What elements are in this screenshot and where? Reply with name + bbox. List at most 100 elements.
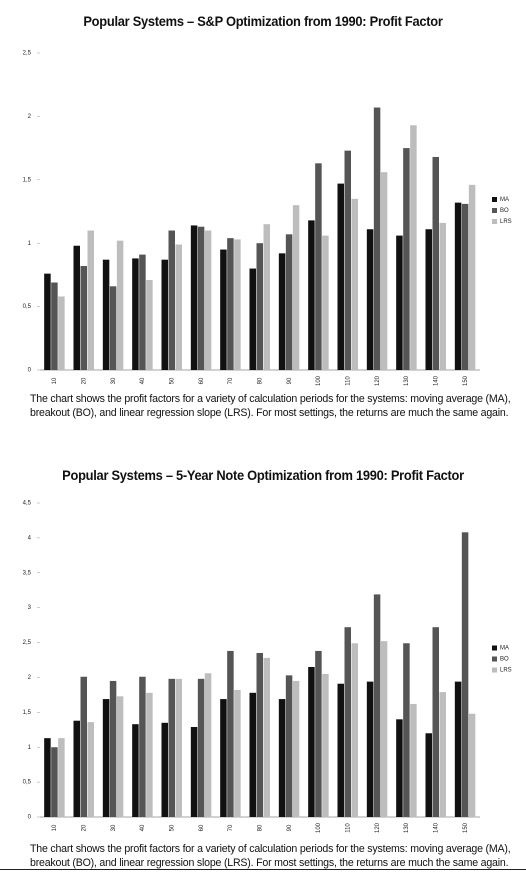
bar xyxy=(44,738,51,817)
legend-label: MA xyxy=(500,646,509,652)
chart-title: Popular Systems – S&P Optimization from … xyxy=(83,13,443,29)
bar xyxy=(410,703,417,817)
legend-label: LRS xyxy=(500,219,512,225)
x-tick-label: 80 xyxy=(258,377,264,384)
bar xyxy=(344,150,351,370)
bar xyxy=(227,650,234,817)
bar xyxy=(80,266,87,370)
y-tick-label: 3,5 xyxy=(23,570,32,576)
bar xyxy=(227,238,234,370)
bar xyxy=(263,224,270,370)
bar xyxy=(146,279,153,370)
y-tick-label: 1,5 xyxy=(23,177,32,183)
y-tick-label: 0,5 xyxy=(23,304,32,310)
bar xyxy=(468,713,476,817)
bar xyxy=(249,268,256,370)
bar xyxy=(139,676,146,817)
legend-swatch xyxy=(492,208,497,213)
bar xyxy=(146,692,153,817)
bar xyxy=(366,681,374,817)
legend-swatch xyxy=(492,645,497,651)
bar xyxy=(396,235,403,370)
bar xyxy=(51,747,58,817)
y-tick-label: 3 xyxy=(28,605,32,611)
bar xyxy=(403,643,410,817)
bar xyxy=(116,696,124,817)
bar xyxy=(175,678,182,817)
bar xyxy=(73,720,80,817)
y-tick-label: 0 xyxy=(28,368,32,374)
bar xyxy=(351,643,358,817)
x-tick-label: 120 xyxy=(375,822,381,833)
bar xyxy=(51,282,58,370)
bar xyxy=(425,733,432,817)
bottom-rule xyxy=(0,869,526,870)
x-tick-label: 130 xyxy=(404,822,410,833)
bar xyxy=(308,220,315,370)
y-tick-label: 1 xyxy=(28,241,32,247)
bar xyxy=(58,296,65,370)
caption: The chart shows the profit factors for a… xyxy=(30,843,511,869)
y-tick-label: 0,5 xyxy=(23,780,32,786)
y-tick-label: 4 xyxy=(28,535,32,541)
bar xyxy=(468,184,476,370)
x-tick-label: 90 xyxy=(287,377,293,384)
legend-label: LRS xyxy=(500,668,512,674)
y-tick-label: 0 xyxy=(28,815,32,821)
x-tick-label: 60 xyxy=(199,377,205,384)
bar xyxy=(256,243,263,370)
x-tick-label: 100 xyxy=(316,822,322,833)
x-tick-label: 90 xyxy=(287,824,293,831)
bar xyxy=(461,203,469,370)
x-tick-label: 20 xyxy=(82,824,88,831)
x-tick-label: 20 xyxy=(82,377,88,384)
bar xyxy=(168,678,175,817)
bar xyxy=(315,650,322,817)
x-tick-label: 100 xyxy=(316,375,322,386)
bar xyxy=(109,286,117,370)
y-tick-label: 1,5 xyxy=(23,710,32,716)
bar xyxy=(403,148,410,370)
x-tick-label: 130 xyxy=(404,375,410,386)
bar xyxy=(161,722,168,817)
bar xyxy=(109,680,117,817)
bar xyxy=(102,259,110,370)
bar xyxy=(396,719,403,817)
x-tick-label: 80 xyxy=(258,824,264,831)
bar xyxy=(285,675,293,817)
x-tick-label: 30 xyxy=(111,377,117,384)
y-tick-label: 2 xyxy=(28,675,32,681)
bar xyxy=(322,673,329,817)
bar xyxy=(315,163,322,370)
y-tick-label: 2,5 xyxy=(23,51,32,57)
bar xyxy=(80,676,87,817)
bar xyxy=(132,724,139,817)
caption: The chart shows the profit factors for a… xyxy=(30,393,511,419)
bar xyxy=(344,627,351,817)
bar xyxy=(190,726,198,817)
bar xyxy=(454,202,462,370)
x-tick-label: 50 xyxy=(170,824,176,831)
bar xyxy=(410,125,417,370)
bar xyxy=(380,172,388,370)
bar xyxy=(220,249,227,370)
legend-label: BO xyxy=(500,657,509,663)
x-tick-label: 150 xyxy=(463,822,469,833)
bar xyxy=(337,183,344,370)
x-tick-label: 150 xyxy=(463,375,469,386)
bar xyxy=(204,230,212,370)
legend-label: MA xyxy=(500,197,509,203)
legend-swatch xyxy=(492,656,497,662)
bar xyxy=(234,239,241,370)
x-tick-label: 30 xyxy=(111,824,117,831)
bar xyxy=(373,107,381,371)
y-tick-label: 4,5 xyxy=(23,501,32,507)
bar xyxy=(292,205,300,370)
bar xyxy=(139,254,146,370)
x-tick-label: 70 xyxy=(228,824,234,831)
x-tick-label: 10 xyxy=(52,377,58,384)
bar xyxy=(58,738,65,817)
bar xyxy=(197,678,205,817)
